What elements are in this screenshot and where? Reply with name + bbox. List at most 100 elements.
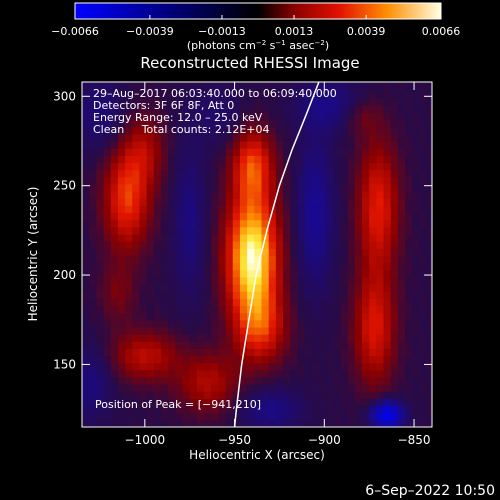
heatmap-cell (347, 276, 356, 285)
heatmap-cell (239, 405, 248, 414)
heatmap-cell (225, 341, 234, 349)
heatmap-cell (146, 326, 155, 335)
heatmap-cell (160, 283, 169, 292)
heatmap-cell (383, 191, 392, 199)
heatmap-cell (326, 369, 334, 378)
heatmap-cell (369, 133, 377, 142)
heatmap-cell (383, 198, 392, 206)
heatmap-cell (397, 112, 406, 121)
heatmap-cell (239, 105, 248, 113)
heatmap-cell (247, 98, 255, 106)
heatmap-cell (412, 298, 421, 307)
heatmap-cell (268, 126, 277, 135)
heatmap-cell (405, 126, 413, 135)
heatmap-cell (146, 391, 155, 399)
heatmap-cell (139, 82, 148, 85)
heatmap-cell (326, 291, 334, 299)
heatmap-cell (347, 233, 356, 242)
heatmap-cell (132, 405, 141, 414)
heatmap-cell (419, 305, 428, 314)
heatmap-cell (153, 269, 162, 278)
heatmap-cell (275, 248, 284, 256)
heatmap-cell (354, 98, 363, 106)
heatmap-cell (390, 348, 399, 357)
heatmap-cell (390, 362, 399, 371)
heatmap-cell (117, 169, 126, 178)
heatmap-cell (268, 291, 277, 299)
heatmap-cell (333, 326, 342, 335)
heatmap-cell (182, 262, 191, 271)
heatmap-cell (139, 169, 148, 178)
heatmap-cell (333, 226, 342, 235)
heatmap-cell (412, 90, 421, 99)
heatmap-cell (261, 348, 270, 357)
heatmap-cell (125, 319, 133, 328)
heatmap-cell (117, 148, 126, 156)
heatmap-cell (376, 319, 385, 328)
heatmap-cell (247, 412, 255, 421)
heatmap-cell (283, 140, 291, 149)
heatmap-cell (397, 255, 406, 264)
heatmap-cell (405, 233, 413, 242)
heatmap-cell (175, 212, 184, 221)
heatmap-cell (146, 412, 155, 421)
heatmap-cell (146, 262, 155, 271)
heatmap-cell (254, 219, 263, 228)
heatmap-cell (268, 233, 277, 242)
heatmap-cell (369, 326, 377, 335)
heatmap-cell (419, 140, 428, 149)
heatmap-cell (397, 105, 406, 113)
heatmap-cell (318, 126, 327, 135)
heatmap-cell (426, 269, 432, 278)
heatmap-cell (117, 191, 126, 199)
heatmap-cell (362, 369, 370, 378)
heatmap-cell (318, 191, 327, 199)
heatmap-cell (132, 205, 141, 214)
heatmap-cell (160, 241, 169, 249)
heatmap-cell (275, 219, 284, 228)
heatmap-cell (397, 398, 406, 407)
heatmap-cell (239, 369, 248, 378)
heatmap-cell (311, 412, 320, 421)
heatmap-cell (390, 212, 399, 221)
heatmap-cell (304, 198, 313, 206)
heatmap-cell (383, 148, 392, 156)
heatmap-cell (354, 384, 363, 392)
colorbar-tick-label: −0.0013 (198, 25, 246, 38)
heatmap-cell (82, 283, 90, 292)
heatmap-cell (103, 233, 112, 242)
heatmap-cell (196, 98, 205, 106)
heatmap-cell (383, 291, 392, 299)
heatmap-cell (304, 126, 313, 135)
heatmap-cell (204, 82, 212, 85)
heatmap-cell (96, 298, 105, 307)
heatmap-cell (189, 419, 198, 427)
heatmap-cell (132, 384, 141, 392)
heatmap-cell (232, 262, 241, 271)
heatmap-cell (125, 198, 133, 206)
heatmap-cell (318, 90, 327, 99)
heatmap-cell (426, 255, 432, 264)
heatmap-cell (146, 191, 155, 199)
heatmap-cell (182, 376, 191, 385)
heatmap-cell (96, 169, 105, 178)
heatmap-cell (412, 398, 421, 407)
heatmap-cell (340, 312, 349, 321)
heatmap-cell (290, 191, 298, 199)
y-tick-label: 300 (53, 89, 76, 103)
heatmap-cell (146, 255, 155, 264)
heatmap-cell (290, 269, 298, 278)
heatmap-cell (125, 169, 133, 178)
heatmap-cell (419, 219, 428, 228)
heatmap-cell (333, 412, 342, 421)
heatmap-cell (376, 412, 385, 421)
heatmap-cell (254, 305, 263, 314)
heatmap-cell (254, 183, 263, 192)
heatmap-cell (419, 262, 428, 271)
heatmap-cell (239, 384, 248, 392)
heatmap-cell (326, 148, 334, 156)
heatmap-cell (354, 155, 363, 164)
heatmap-cell (139, 112, 148, 121)
heatmap-cell (96, 162, 105, 171)
heatmap-cell (189, 248, 198, 256)
